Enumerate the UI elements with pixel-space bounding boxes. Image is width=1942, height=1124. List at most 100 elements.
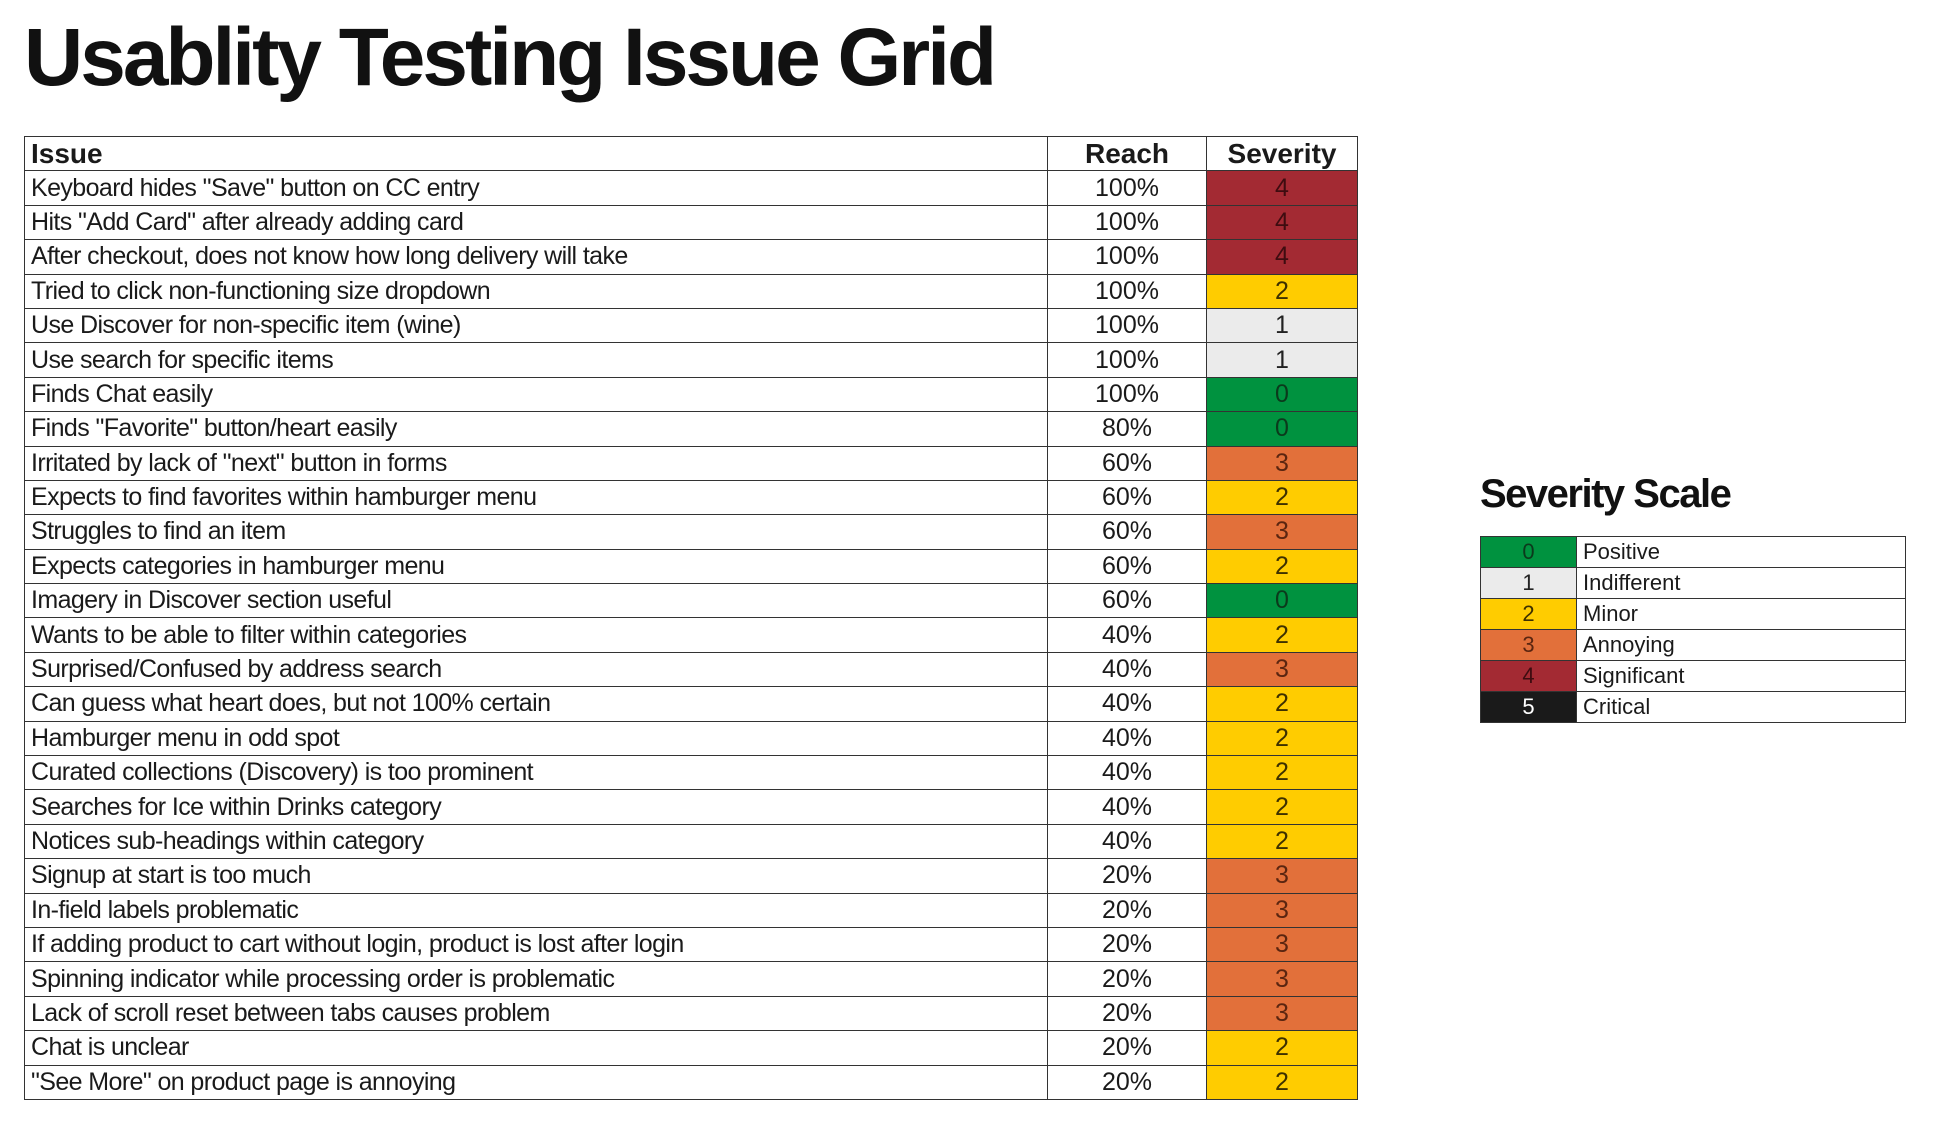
- severity-cell: 3: [1206, 926, 1358, 963]
- issue-cell: Spinning indicator while processing orde…: [24, 961, 1048, 997]
- page-title: Usablity Testing Issue Grid: [24, 12, 997, 103]
- severity-cell: 0: [1206, 376, 1358, 413]
- table-header-row: Issue Reach Severity: [24, 135, 1358, 172]
- issue-cell: Expects to find favorites within hamburg…: [24, 479, 1048, 516]
- severity-cell: 3: [1206, 858, 1358, 894]
- issue-cell: Irritated by lack of "next" button in fo…: [24, 445, 1048, 481]
- reach-cell: 60%: [1047, 583, 1207, 619]
- table-row: Spinning indicator while processing orde…: [24, 961, 1358, 997]
- table-row: Use search for specific items 100% 1: [24, 342, 1358, 378]
- reach-cell: 20%: [1047, 1030, 1207, 1066]
- issue-cell: Hits "Add Card" after already adding car…: [24, 204, 1048, 241]
- reach-cell: 100%: [1047, 273, 1207, 309]
- issue-cell: Searches for Ice within Drinks category: [24, 789, 1048, 825]
- issue-cell: Surprised/Confused by address search: [24, 651, 1048, 688]
- severity-cell: 3: [1206, 995, 1358, 1032]
- severity-cell: 4: [1206, 239, 1358, 275]
- reach-cell: 20%: [1047, 995, 1207, 1032]
- reach-cell: 100%: [1047, 239, 1207, 275]
- severity-scale-row: 0 Positive: [1480, 536, 1906, 568]
- column-header-issue: Issue: [24, 135, 1048, 172]
- table-row: Keyboard hides "Save" button on CC entry…: [24, 170, 1358, 206]
- table-row: Hits "Add Card" after already adding car…: [24, 204, 1358, 241]
- severity-cell: 2: [1206, 548, 1358, 585]
- severity-label: Positive: [1576, 536, 1906, 568]
- severity-cell: 4: [1206, 170, 1358, 206]
- issue-cell: Use search for specific items: [24, 342, 1048, 378]
- severity-cell: 0: [1206, 583, 1358, 619]
- severity-swatch: 4: [1480, 660, 1577, 692]
- table-row: After checkout, does not know how long d…: [24, 239, 1358, 275]
- table-row: Can guess what heart does, but not 100% …: [24, 686, 1358, 722]
- reach-cell: 40%: [1047, 686, 1207, 722]
- reach-cell: 100%: [1047, 170, 1207, 206]
- reach-cell: 100%: [1047, 342, 1207, 378]
- reach-cell: 20%: [1047, 858, 1207, 894]
- reach-cell: 80%: [1047, 411, 1207, 447]
- severity-cell: 3: [1206, 651, 1358, 688]
- table-row: Expects categories in hamburger menu 60% 2: [24, 548, 1358, 585]
- reach-cell: 40%: [1047, 617, 1207, 653]
- reach-cell: 40%: [1047, 755, 1207, 791]
- reach-cell: 40%: [1047, 720, 1207, 757]
- table-row: "See More" on product page is annoying 20…: [24, 1064, 1358, 1100]
- issue-cell: Notices sub-headings within category: [24, 823, 1048, 860]
- issue-cell: In-field labels problematic: [24, 892, 1048, 928]
- issue-cell: After checkout, does not know how long d…: [24, 239, 1048, 275]
- severity-scale-row: 5 Critical: [1480, 691, 1906, 723]
- severity-cell: 1: [1206, 307, 1358, 344]
- severity-cell: 3: [1206, 514, 1358, 550]
- severity-swatch: 2: [1480, 598, 1577, 630]
- reach-cell: 100%: [1047, 376, 1207, 413]
- table-row: Signup at start is too much 20% 3: [24, 858, 1358, 894]
- severity-cell: 4: [1206, 204, 1358, 241]
- issue-cell: Finds Chat easily: [24, 376, 1048, 413]
- table-row: Chat is unclear 20% 2: [24, 1030, 1358, 1066]
- severity-cell: 2: [1206, 1030, 1358, 1066]
- severity-label: Indifferent: [1576, 567, 1906, 599]
- reach-cell: 40%: [1047, 651, 1207, 688]
- severity-scale-row: 4 Significant: [1480, 660, 1906, 692]
- reach-cell: 60%: [1047, 479, 1207, 516]
- table-row: Finds Chat easily 100% 0: [24, 376, 1358, 413]
- issue-cell: Lack of scroll reset between tabs causes…: [24, 995, 1048, 1032]
- table-row: If adding product to cart without login,…: [24, 926, 1358, 963]
- reach-cell: 60%: [1047, 548, 1207, 585]
- column-header-reach: Reach: [1047, 135, 1207, 172]
- issue-cell: Expects categories in hamburger menu: [24, 548, 1048, 585]
- severity-scale-row: 2 Minor: [1480, 598, 1906, 630]
- issue-cell: Finds "Favorite" button/heart easily: [24, 411, 1048, 447]
- table-row: Wants to be able to filter within catego…: [24, 617, 1358, 653]
- table-row: Hamburger menu in odd spot 40% 2: [24, 720, 1358, 757]
- issue-cell: Use Discover for non-specific item (wine…: [24, 307, 1048, 344]
- reach-cell: 20%: [1047, 961, 1207, 997]
- severity-scale-body: 0 Positive 1 Indifferent 2 Minor 3 Annoying 4 Sig…: [1480, 536, 1906, 723]
- table-row: Tried to click non-functioning size drop…: [24, 273, 1358, 309]
- severity-cell: 1: [1206, 342, 1358, 378]
- issue-grid-table: Issue Reach Severity Keyboard hides "Sav…: [24, 135, 1358, 1100]
- table-row: Expects to find favorites within hamburg…: [24, 479, 1358, 516]
- issue-cell: Curated collections (Discovery) is too p…: [24, 755, 1048, 791]
- reach-cell: 20%: [1047, 892, 1207, 928]
- severity-scale-legend: 0 Positive 1 Indifferent 2 Minor 3 Annoying 4 Sig…: [1480, 536, 1906, 723]
- issue-grid-body: Keyboard hides "Save" button on CC entry…: [24, 170, 1358, 1100]
- severity-cell: 2: [1206, 823, 1358, 860]
- severity-swatch: 3: [1480, 629, 1577, 661]
- severity-scale-row: 1 Indifferent: [1480, 567, 1906, 599]
- issue-cell: Keyboard hides "Save" button on CC entry: [24, 170, 1048, 206]
- table-row: Curated collections (Discovery) is too p…: [24, 755, 1358, 791]
- severity-label: Significant: [1576, 660, 1906, 692]
- severity-cell: 2: [1206, 479, 1358, 516]
- severity-cell: 2: [1206, 273, 1358, 309]
- table-row: Imagery in Discover section useful 60% 0: [24, 583, 1358, 619]
- issue-cell: Chat is unclear: [24, 1030, 1048, 1066]
- severity-cell: 2: [1206, 1064, 1358, 1100]
- table-row: Lack of scroll reset between tabs causes…: [24, 995, 1358, 1032]
- issue-cell: Hamburger menu in odd spot: [24, 720, 1048, 757]
- table-row: Struggles to find an item 60% 3: [24, 514, 1358, 550]
- issue-cell: Imagery in Discover section useful: [24, 583, 1048, 619]
- issue-cell: "See More" on product page is annoying: [24, 1064, 1048, 1100]
- reach-cell: 60%: [1047, 445, 1207, 481]
- reach-cell: 60%: [1047, 514, 1207, 550]
- severity-scale-title: Severity Scale: [1480, 472, 1732, 516]
